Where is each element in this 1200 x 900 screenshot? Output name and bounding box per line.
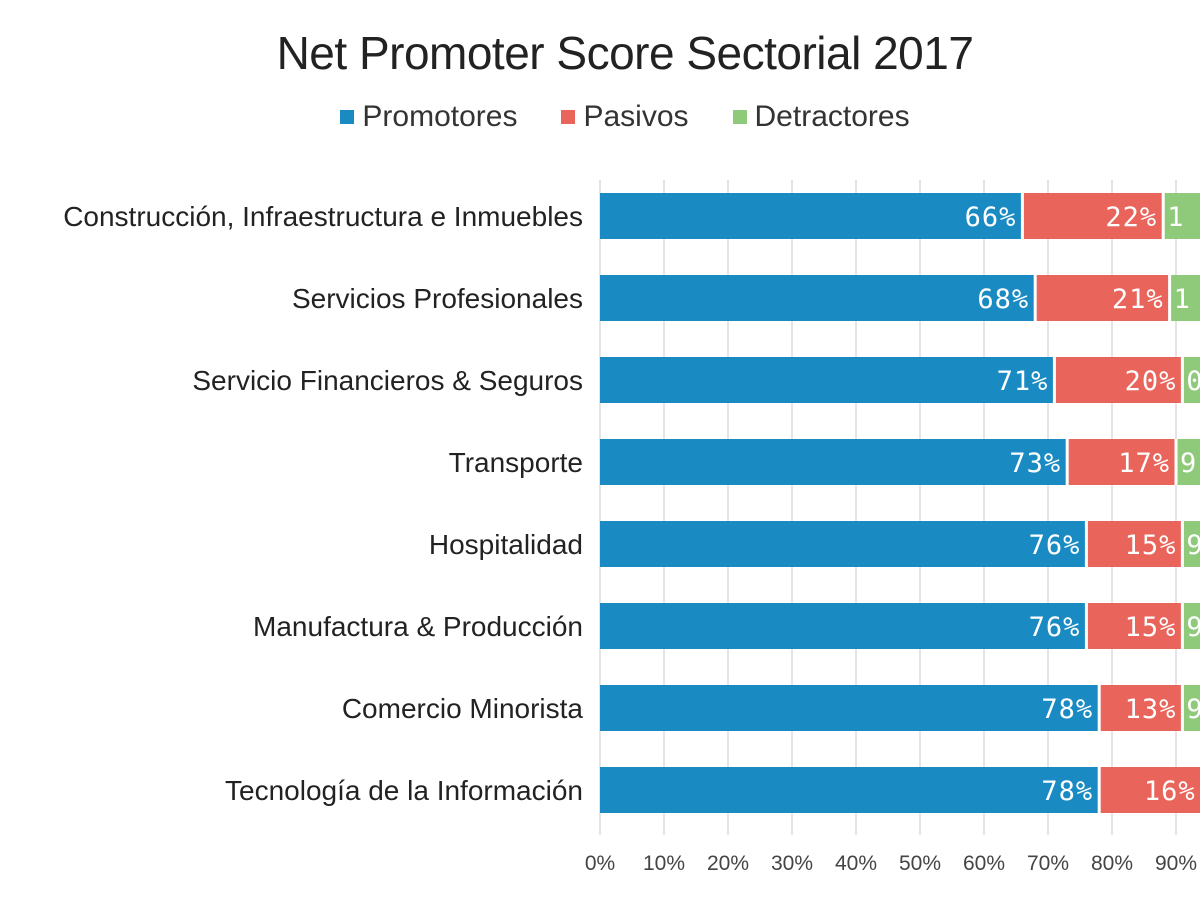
data-label: 76% [1029,612,1081,643]
category-label: Manufactura & Producción [253,611,583,642]
data-label: 9 [1186,694,1200,725]
data-label: 17% [1118,448,1170,479]
legend-swatch-detractores [732,110,747,124]
category-label: Hospitalidad [429,529,583,560]
data-label: 68% [977,284,1029,315]
data-label: 13% [1125,694,1177,725]
data-label: 76% [1029,530,1081,561]
data-label: 9 [1186,612,1200,643]
legend-item-detractores: Detractores [732,100,910,134]
data-label: 20% [1125,366,1177,397]
x-tick-label: 50% [899,852,941,875]
bar-segment [1182,521,1200,567]
x-tick-label: 30% [771,852,813,875]
x-tick-label: 90% [1155,852,1197,875]
data-label: 78% [1041,694,1093,725]
bar-segment [1067,439,1176,485]
legend-swatch-promotores [340,110,355,124]
legend-label-pasivos: Pasivos [583,100,689,133]
bar-segment [600,521,1087,567]
legend-label-detractores: Detractores [754,100,910,133]
bar-segment [1169,275,1200,321]
bar-segment [1182,603,1200,649]
bar-segment [600,685,1100,731]
category-label: Comercio Minorista [342,693,584,724]
bar-segment [600,357,1055,403]
legend-item-promotores: Promotores [340,100,517,134]
bar-segment [1176,439,1200,485]
x-tick-label: 0% [585,852,615,875]
bar-segment [600,767,1100,813]
data-label: 21% [1112,284,1164,315]
data-label: 66% [965,202,1017,233]
category-label: Construcción, Infraestructura e Inmueble… [63,201,583,232]
data-label: 15% [1125,612,1177,643]
data-label: 9 [1180,448,1197,479]
legend-label-promotores: Promotores [362,100,518,133]
data-label: 15% [1125,530,1177,561]
data-label: 73% [1009,448,1061,479]
data-label: 9 [1186,530,1200,561]
bar-segment [1022,193,1164,239]
data-label: 78% [1041,776,1093,807]
x-tick-label: 40% [835,852,877,875]
x-tick-label: 10% [643,852,685,875]
x-tick-label: 20% [707,852,749,875]
x-tick-label: 60% [963,852,1005,875]
legend-swatch-pasivos [561,110,576,124]
bar-segment [600,603,1087,649]
x-tick-label: 70% [1027,852,1069,875]
bar-segment [1182,685,1200,731]
data-label: 71% [997,366,1049,397]
chart-title: Net Promoter Score Sectorial 2017 [276,27,974,79]
legend-item-pasivos: Pasivos [561,100,689,134]
data-label: 0 [1186,366,1200,397]
bar-segment [1054,357,1183,403]
bar-segment [600,275,1036,321]
bar-segment [600,439,1068,485]
data-label: 16% [1144,776,1196,807]
bar-segment [1099,767,1200,813]
legend: Promotores Pasivos Detractores [0,100,1200,134]
bar-segment [1182,357,1200,403]
category-label: Tecnología de la Información [225,775,583,806]
bar-segment [1086,603,1183,649]
bar-segment [1099,685,1183,731]
x-tick-label: 80% [1091,852,1133,875]
data-label: 1 [1167,202,1184,233]
category-label: Transporte [449,447,583,478]
bar-segment [1163,193,1200,239]
bar-segment [600,193,1023,239]
data-label: 22% [1105,202,1157,233]
bar-segment [1086,521,1183,567]
bar-segment [1035,275,1170,321]
category-label: Servicio Financieros & Seguros [192,365,583,396]
data-label: 1 [1174,284,1191,315]
category-label: Servicios Profesionales [292,283,583,314]
